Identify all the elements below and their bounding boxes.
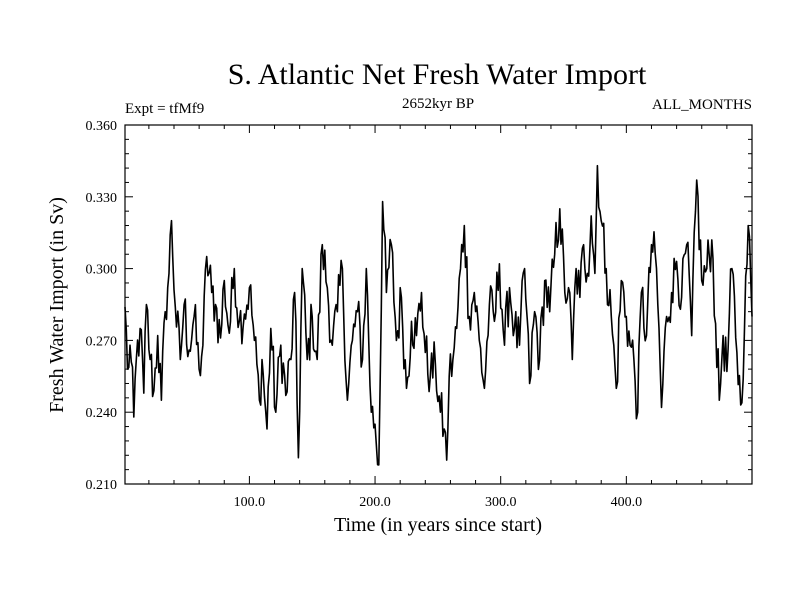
months-label: ALL_MONTHS <box>652 97 752 113</box>
chart-title: S. Atlantic Net Fresh Water Import <box>228 58 647 91</box>
experiment-label: Expt = tfMf9 <box>125 101 204 117</box>
y-tick-label: 0.300 <box>86 263 118 278</box>
y-tick-label: 0.210 <box>86 478 118 493</box>
x-tick-label: 400.0 <box>611 495 643 510</box>
x-tick-label: 200.0 <box>359 495 391 510</box>
x-tick-label: 100.0 <box>234 495 266 510</box>
plot-frame <box>124 124 753 485</box>
series-line <box>124 164 753 466</box>
y-tick-label: 0.240 <box>86 406 118 421</box>
period-label: 2652kyr BP <box>402 96 474 112</box>
x-tick-label: 300.0 <box>485 495 517 510</box>
y-axis-label: Fresh Water Import (in Sv) <box>46 197 68 413</box>
x-axis-ticks: 100.0 200.0 300.0 400.0 <box>148 125 753 510</box>
y-tick-label: 0.330 <box>86 191 118 206</box>
y-tick-label: 0.360 <box>86 119 118 134</box>
series-layer <box>124 164 753 466</box>
y-tick-label: 0.270 <box>86 334 118 349</box>
y-axis-ticks: 0.210 0.240 0.270 0.300 0.330 0.360 <box>86 119 752 493</box>
x-axis-label: Time (in years since start) <box>334 514 542 536</box>
